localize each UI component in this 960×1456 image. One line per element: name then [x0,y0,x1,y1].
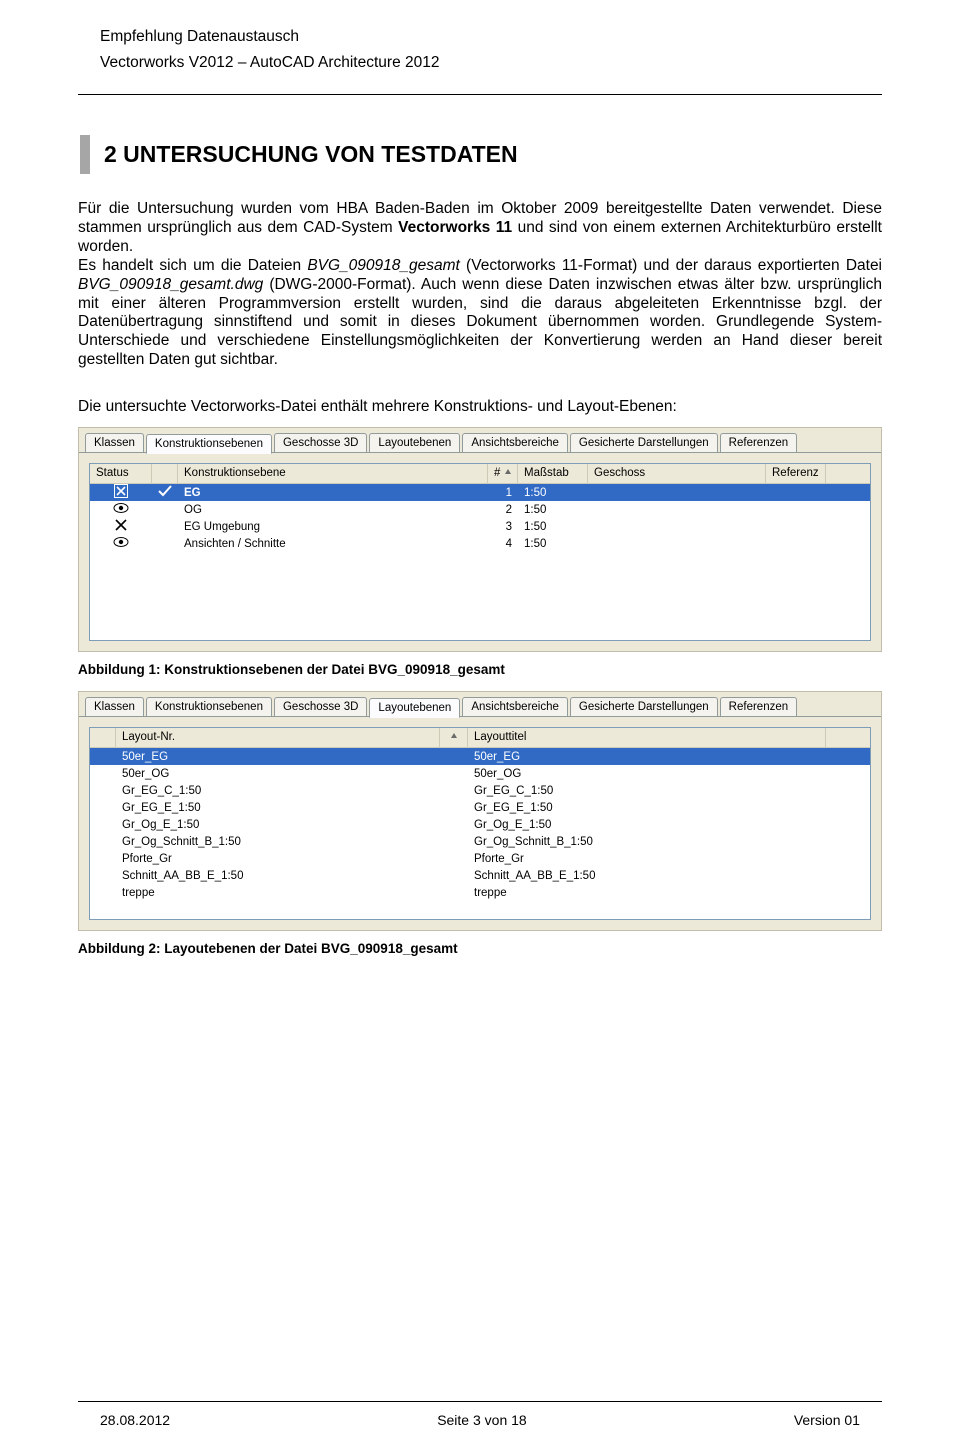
eye-icon [113,536,129,551]
layout-nr: Schnitt_AA_BB_E_1:50 [116,870,440,882]
paragraph-2: Die untersuchte Vectorworks-Datei enthäl… [78,398,882,417]
layout-nr: Gr_Og_E_1:50 [116,819,440,831]
tab-konstruktionsebenen[interactable]: Konstruktionsebenen [146,697,272,716]
xbox-icon [114,484,128,501]
tab-layoutebenen[interactable]: Layoutebenen [369,433,460,452]
layout-nr: Gr_EG_C_1:50 [116,785,440,797]
para1-em1: BVG_090918_gesamt [307,257,460,274]
table-row[interactable]: 50er_EG 50er_EG [90,748,870,765]
column-header[interactable]: Layouttitel [468,728,826,747]
konstruktionsebenen-panel: KlassenKonstruktionsebenenGeschosse 3DLa… [78,427,882,652]
layer-name: OG [178,504,488,516]
footer-date: 28.08.2012 [100,1412,170,1428]
table-row[interactable]: Gr_EG_E_1:50 Gr_EG_E_1:50 [90,799,870,816]
tab-layoutebenen[interactable]: Layoutebenen [369,698,460,718]
tabstrip-2: KlassenKonstruktionsebenenGeschosse 3DLa… [79,692,881,716]
tab-referenzen[interactable]: Referenzen [720,433,797,452]
layer-scale: 1:50 [518,538,588,550]
page-footer: 28.08.2012 Seite 3 von 18 Version 01 [78,1401,882,1428]
header-rule [78,94,882,95]
para1-em2: BVG_090918_gesamt.dwg [78,276,263,293]
column-header[interactable]: Konstruktionsebene [178,464,488,483]
tab-konstruktionsebenen[interactable]: Konstruktionsebenen [146,434,272,454]
check-icon [158,485,172,500]
layout-title: Schnitt_AA_BB_E_1:50 [468,870,826,882]
column-header[interactable] [152,464,178,483]
layout-nr: 50er_EG [116,751,440,763]
layer-number: 3 [488,521,518,533]
paragraph-1: Für die Untersuchung wurden vom HBA Bade… [78,200,882,370]
column-header[interactable]: Maßstab [518,464,588,483]
table-row[interactable]: Pforte_Gr Pforte_Gr [90,850,870,867]
table-row[interactable]: Schnitt_AA_BB_E_1:50 Schnitt_AA_BB_E_1:50 [90,867,870,884]
tab-ansichtsbereiche[interactable]: Ansichtsbereiche [462,433,568,452]
tab-klassen[interactable]: Klassen [85,433,144,452]
doc-header-line1: Empfehlung Datenaustausch [78,28,882,46]
eye-icon [113,502,129,517]
figure-caption-1: Abbildung 1: Konstruktionsebenen der Dat… [78,662,882,677]
para1-text-d: Es handelt sich um die Dateien [78,257,307,274]
column-header[interactable]: # [488,464,518,483]
para1-strong: Vectorworks 11 [398,219,512,236]
layer-scale: 1:50 [518,504,588,516]
layout-title: treppe [468,887,826,899]
layer-scale: 1:50 [518,487,588,499]
layer-name: EG Umgebung [178,521,488,533]
table-row[interactable]: Gr_Og_Schnitt_B_1:50 Gr_Og_Schnitt_B_1:50 [90,833,870,850]
table-row[interactable]: EG Umgebung31:50 [90,518,870,535]
layout-nr: Gr_EG_E_1:50 [116,802,440,814]
layer-number: 2 [488,504,518,516]
section-heading: 2 UNTERSUCHUNG VON TESTDATEN [80,135,882,174]
layout-nr: Pforte_Gr [116,853,440,865]
column-header[interactable] [90,728,116,747]
table-row[interactable]: OG21:50 [90,501,870,518]
table-row[interactable]: Gr_Og_E_1:50 Gr_Og_E_1:50 [90,816,870,833]
layout-title: Gr_Og_E_1:50 [468,819,826,831]
tab-gesicherte-darstellungen[interactable]: Gesicherte Darstellungen [570,697,718,716]
figure-caption-2: Abbildung 2: Layoutebenen der Datei BVG_… [78,941,882,956]
tab-referenzen[interactable]: Referenzen [720,697,797,716]
column-header[interactable] [440,728,468,747]
layout-title: 50er_OG [468,768,826,780]
footer-page: Seite 3 von 18 [437,1412,527,1428]
footer-version: Version 01 [794,1412,860,1428]
column-header[interactable]: Status [90,464,152,483]
tab-klassen[interactable]: Klassen [85,697,144,716]
layout-title: 50er_EG [468,751,826,763]
table-row[interactable]: treppe treppe [90,884,870,901]
tab-geschosse-3d[interactable]: Geschosse 3D [274,697,367,716]
layout-title: Gr_Og_Schnitt_B_1:50 [468,836,826,848]
layoutebenen-list: Layout-Nr.Layouttitel 50er_EG50er_EG50er… [89,727,871,920]
layer-scale: 1:50 [518,521,588,533]
layout-nr: 50er_OG [116,768,440,780]
table-row[interactable]: Gr_EG_C_1:50 Gr_EG_C_1:50 [90,782,870,799]
layer-number: 1 [488,487,518,499]
layoutebenen-panel: KlassenKonstruktionsebenenGeschosse 3DLa… [78,691,882,931]
layout-nr: treppe [116,887,440,899]
column-header[interactable]: Referenz [766,464,826,483]
para1-text-f: (Vectorworks 11-Format) und der daraus e… [460,257,882,274]
footer-rule [78,1401,882,1402]
layout-title: Pforte_Gr [468,853,826,865]
layout-nr: Gr_Og_Schnitt_B_1:50 [116,836,440,848]
konstruktionsebenen-list: Status Konstruktionsebene# MaßstabGeschos… [89,463,871,641]
tab-ansichtsbereiche[interactable]: Ansichtsbereiche [462,697,568,716]
layout-title: Gr_EG_C_1:50 [468,785,826,797]
layer-name: Ansichten / Schnitte [178,538,488,550]
tab-geschosse-3d[interactable]: Geschosse 3D [274,433,367,452]
column-header[interactable]: Layout-Nr. [116,728,440,747]
table-row[interactable]: 50er_OG 50er_OG [90,765,870,782]
layer-number: 4 [488,538,518,550]
doc-header-line2: Vectorworks V2012 – AutoCAD Architecture… [78,54,882,72]
x-icon [115,519,127,534]
layer-name: EG [178,487,488,499]
tabstrip-1: KlassenKonstruktionsebenenGeschosse 3DLa… [79,428,881,452]
table-row[interactable]: Ansichten / Schnitte41:50 [90,535,870,552]
column-header[interactable]: Geschoss [588,464,766,483]
table-row[interactable]: EG11:50 [90,484,870,501]
layout-title: Gr_EG_E_1:50 [468,802,826,814]
tab-gesicherte-darstellungen[interactable]: Gesicherte Darstellungen [570,433,718,452]
